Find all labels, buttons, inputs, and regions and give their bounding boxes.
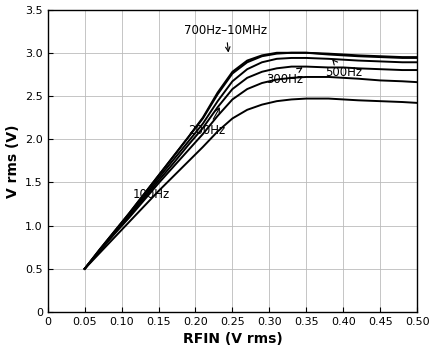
X-axis label: RFIN (V rms): RFIN (V rms): [182, 332, 282, 346]
Text: 300Hz: 300Hz: [265, 68, 302, 86]
Text: 200Hz: 200Hz: [187, 108, 225, 138]
Text: 500Hz: 500Hz: [324, 60, 361, 79]
Y-axis label: V rms (V): V rms (V): [6, 124, 20, 197]
Text: 100Hz: 100Hz: [132, 188, 170, 201]
Text: 700Hz–10MHz: 700Hz–10MHz: [184, 24, 267, 51]
